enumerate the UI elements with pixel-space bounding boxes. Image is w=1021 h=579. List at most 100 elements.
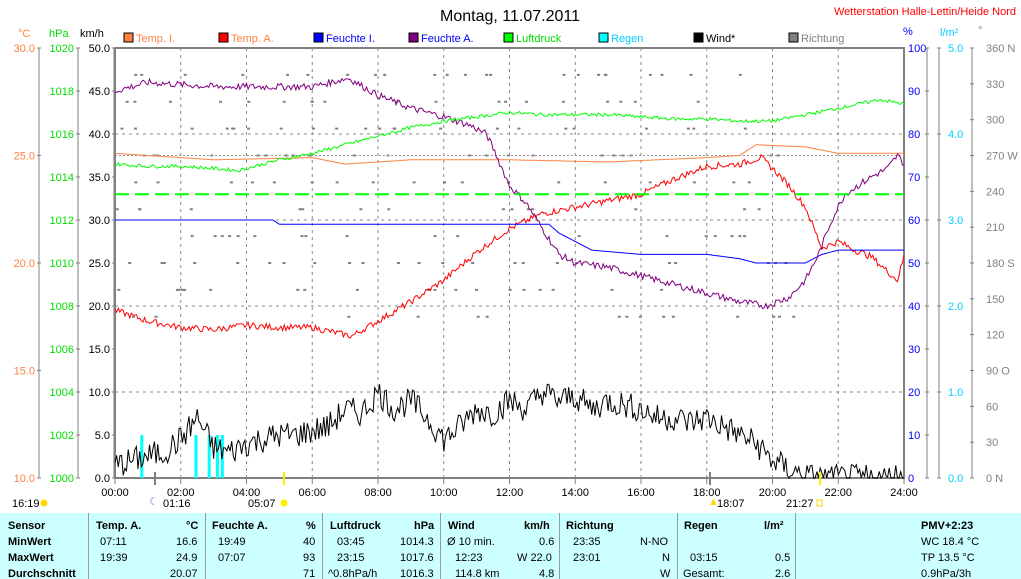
direction-point: [743, 127, 747, 130]
tick-wind: 30.0: [89, 215, 110, 227]
tick-pressure: 1006: [50, 344, 74, 356]
row-max-label: MaxWert: [8, 552, 54, 564]
direction-point: [128, 262, 132, 264]
pmv-wc: WC 18.4 °C: [921, 536, 980, 548]
direction-point: [346, 73, 350, 76]
legend-label: Temp. I.: [136, 33, 175, 45]
direction-point: [522, 288, 526, 291]
chart-title: Montag, 11.07.2011: [440, 8, 580, 25]
direction-point: [574, 262, 578, 264]
legend-swatch-1: [218, 32, 229, 43]
direction-point: [625, 315, 629, 318]
direction-point: [645, 127, 649, 130]
direction-point: [670, 47, 674, 49]
wind-header: Wind: [448, 520, 475, 532]
direction-point: [513, 262, 517, 264]
moonrise-icon: ▲: [708, 496, 719, 508]
rain-bar: [140, 435, 144, 478]
direction-point: [692, 127, 696, 130]
direction-point: [134, 73, 138, 76]
direction-point: [710, 47, 714, 49]
x-tick-label: 10:00: [430, 487, 458, 499]
direction-point: [648, 181, 652, 184]
direction-point: [441, 262, 445, 264]
series-temp-i-: [114, 144, 904, 165]
press-max: 1017.6: [400, 552, 434, 564]
direction-point: [378, 127, 382, 130]
legend-swatch-2: [313, 32, 324, 43]
direction-point: [526, 208, 530, 211]
x-tick-label: 12:00: [496, 487, 524, 499]
tick-pressure: 1014: [50, 172, 74, 184]
direction-point: [517, 127, 521, 130]
direction-point: [188, 47, 192, 49]
pmv-trend: 0.9hPa/3h: [921, 568, 972, 579]
direction-point: [642, 47, 646, 49]
tick-direction: 360 N: [986, 43, 1015, 55]
rain-r3-value: 2.6: [775, 568, 791, 579]
direction-point: [117, 288, 121, 291]
direction-point: [485, 73, 489, 76]
direction-point: [347, 315, 351, 318]
wind-r2-value: W 22.0: [517, 552, 552, 564]
direction-point: [712, 47, 716, 49]
x-tick-label: 22:00: [824, 487, 852, 499]
press-max-time: 23:15: [337, 552, 365, 564]
direction-point: [433, 235, 437, 238]
wind-r1-value: 0.6: [539, 536, 555, 548]
direction-point: [619, 100, 623, 103]
direction-point: [220, 235, 224, 238]
rain-r3-label: Gesamt:: [683, 568, 725, 579]
direction-point: [439, 127, 443, 130]
direction-point: [115, 208, 119, 211]
direction-point: [633, 100, 637, 103]
unit-lm2: l/m²: [940, 27, 959, 39]
direction-point: [555, 262, 559, 264]
press-min: 1014.3: [400, 536, 434, 548]
direction-point: [471, 262, 475, 264]
direction-point: [133, 100, 137, 103]
direction-point: [335, 47, 339, 49]
tick-rain: 3.0: [948, 215, 963, 227]
tick-humidity: 50: [908, 258, 920, 270]
x-tick-label: 08:00: [364, 487, 392, 499]
press-avg: 1016.3: [400, 568, 434, 579]
tick-wind: 20.0: [89, 301, 110, 313]
direction-point: [572, 127, 576, 130]
direction-point: [282, 262, 286, 264]
direction-point: [253, 235, 257, 238]
direction-point: [454, 288, 458, 291]
astro-time: 01:16: [163, 498, 191, 510]
rain-header: Regen: [684, 520, 718, 532]
x-tick-label: 06:00: [298, 487, 326, 499]
direction-point: [662, 315, 666, 318]
direction-point: [156, 181, 160, 184]
direction-point: [612, 154, 616, 157]
legend-swatch-3: [408, 32, 419, 43]
direction-point: [747, 181, 751, 184]
tick-direction: 30: [986, 437, 998, 449]
press-min-time: 03:45: [337, 536, 365, 548]
tick-direction: 240: [986, 186, 1004, 198]
pmv-header: PMV+2:23: [921, 520, 974, 532]
direction-point: [154, 315, 158, 318]
tick-wind: 40.0: [89, 129, 110, 141]
dir-r1-label: 23:35: [573, 536, 601, 548]
direction-point: [364, 127, 368, 130]
hum-header: Feuchte A.: [212, 520, 268, 532]
tick-temp: 25.0: [14, 151, 35, 163]
direction-point: [440, 47, 444, 49]
series-luftdruck: [114, 98, 905, 173]
unit-hpa: hPa: [49, 28, 69, 40]
series-feuchte-i-: [115, 219, 904, 264]
direction-point: [219, 100, 223, 103]
direction-point: [603, 181, 607, 184]
tick-rain: 0.0: [948, 473, 963, 485]
tick-humidity: 90: [908, 86, 920, 98]
tick-pressure: 1010: [50, 258, 74, 270]
hum-min-time: 19:49: [218, 536, 246, 548]
tick-direction: 90 O: [986, 366, 1010, 378]
tick-rain: 4.0: [948, 129, 963, 141]
wind-r2-label: 12:23: [455, 552, 483, 564]
x-tick-label: 04:00: [233, 487, 261, 499]
